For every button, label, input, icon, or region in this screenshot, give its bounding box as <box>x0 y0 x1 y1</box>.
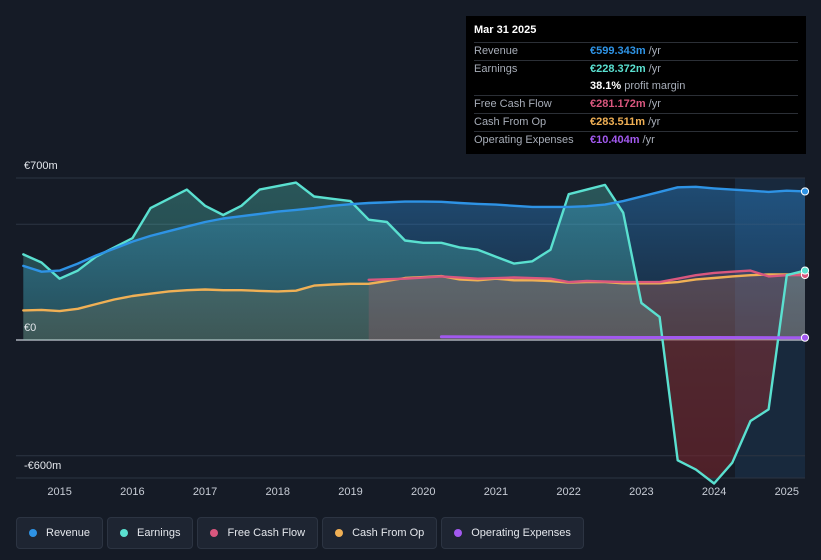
tooltip-date: Mar 31 2025 <box>474 24 537 36</box>
legend-dot-icon <box>120 529 129 537</box>
legend-item-earnings[interactable]: Earnings <box>107 517 194 549</box>
x-tick-label: 2021 <box>484 486 508 498</box>
tooltip-unit: /yr <box>648 116 661 128</box>
x-tick-label: 2020 <box>411 486 435 498</box>
tooltip-row-earnings: Earnings €228.372m /yr <box>474 60 798 78</box>
tooltip-value: €599.343m <box>590 45 646 57</box>
legend-label: Earnings <box>137 527 181 539</box>
legend-item-revenue[interactable]: Revenue <box>16 517 104 549</box>
legend-item-cash-from-op[interactable]: Cash From Op <box>322 517 438 549</box>
line-revenue <box>22 185 807 273</box>
area-earnings-negative <box>23 340 805 478</box>
tooltip-value: €10.404m <box>590 134 640 146</box>
legend-dot-icon <box>454 529 463 537</box>
y-tick-label-top: €700m <box>24 160 58 172</box>
x-tick-label: 2024 <box>702 486 726 498</box>
x-axis-ticks: 2015 2016 2017 2018 2019 2020 2021 2022 2023 2024… <box>47 486 799 498</box>
tooltip-label: Earnings <box>474 63 518 75</box>
x-tick-label: 2016 <box>120 486 144 498</box>
x-tick-label: 2023 <box>629 486 653 498</box>
y-tick-label-bottom: -€600m <box>24 460 62 472</box>
line-free-cash-flow <box>367 269 807 284</box>
tooltip-row-revenue: Revenue €599.343m /yr <box>474 42 798 60</box>
end-markers <box>800 187 810 342</box>
end-marker-revenue <box>800 187 810 196</box>
legend-dot-icon <box>29 529 37 537</box>
legend: Revenue Earnings Free Cash Flow Cash Fro… <box>16 517 584 549</box>
legend-item-operating-expenses[interactable]: Operating Expenses <box>441 517 584 549</box>
x-tick-label: 2017 <box>193 486 217 498</box>
tooltip-value: 38.1% <box>590 80 622 92</box>
tooltip-label: Cash From Op <box>474 116 547 128</box>
tooltip-value: €283.511m <box>590 116 646 128</box>
tooltip-label <box>474 78 590 95</box>
legend-label: Operating Expenses <box>471 527 571 539</box>
x-tick-label: 2018 <box>266 486 290 498</box>
legend-label: Free Cash Flow <box>227 527 306 539</box>
area-fills <box>23 182 806 484</box>
tooltip-value: €228.372m <box>590 63 646 75</box>
tooltip-label: Revenue <box>474 45 519 57</box>
x-tick-label: 2019 <box>338 486 362 498</box>
tooltip-panel: Mar 31 2025 Revenue €599.343m /yr Earnin… <box>466 16 806 154</box>
tooltip-unit: /yr <box>648 45 661 57</box>
line-earnings <box>22 181 807 485</box>
y-tick-label-zero: €0 <box>24 322 37 334</box>
tooltip-row-cfo: Cash From Op €283.511m /yr <box>474 113 798 131</box>
tooltip-row-opex: Operating Expenses €10.404m /yr <box>474 131 798 149</box>
end-marker-operating-expenses <box>800 333 810 342</box>
tooltip-label: Free Cash Flow <box>474 98 552 110</box>
tooltip-row-fcf: Free Cash Flow €281.172m /yr <box>474 95 798 113</box>
legend-dot-icon <box>335 529 344 537</box>
series-lines <box>22 181 807 485</box>
legend-label: Cash From Op <box>352 527 425 539</box>
tooltip-value: €281.172m <box>590 98 646 110</box>
tooltip-row-margin: 38.1% profit margin <box>474 78 798 95</box>
end-marker-earnings <box>800 266 810 275</box>
x-tick-label: 2015 <box>47 486 71 498</box>
area-free-cash-flow <box>368 270 805 340</box>
tooltip-unit: /yr <box>648 98 661 110</box>
area-earnings <box>23 182 806 484</box>
tooltip-unit: /yr <box>648 63 661 75</box>
legend-label: Revenue <box>46 527 91 539</box>
legend-item-free-cash-flow[interactable]: Free Cash Flow <box>197 517 319 549</box>
tooltip-unit: /yr <box>642 134 655 146</box>
x-tick-label: 2025 <box>775 486 799 498</box>
line-operating-expenses <box>439 335 807 340</box>
x-tick-label: 2022 <box>556 486 580 498</box>
tooltip-label: Operating Expenses <box>474 134 574 146</box>
tooltip-unit: profit margin <box>624 80 686 92</box>
legend-dot-icon <box>210 529 219 537</box>
